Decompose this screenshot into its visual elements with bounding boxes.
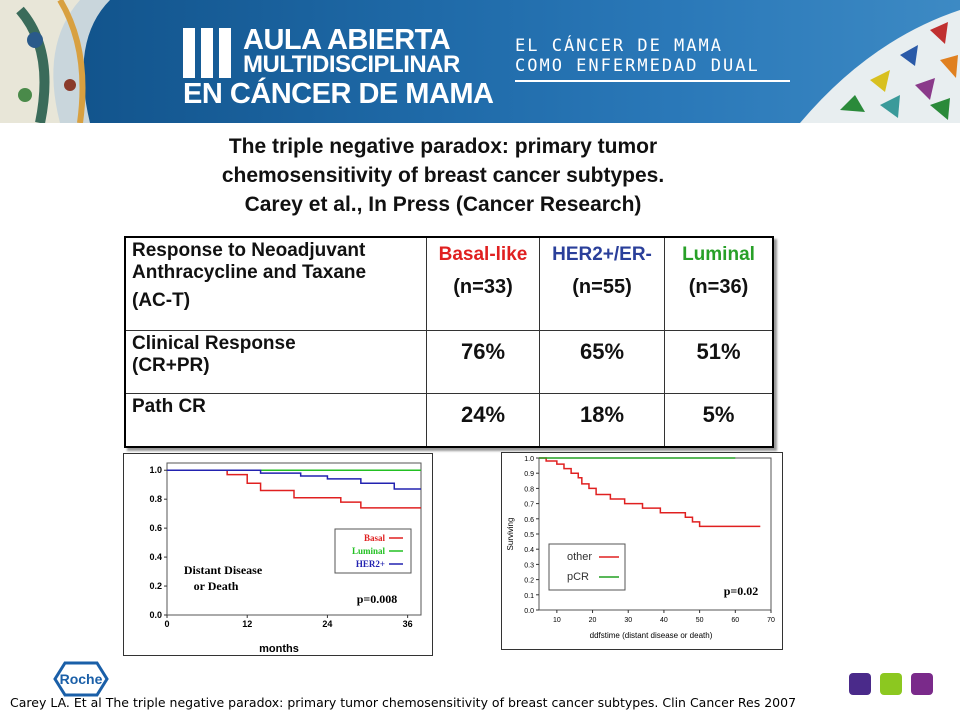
y-tick-label: 0.3 <box>524 562 534 569</box>
series-line-other <box>539 457 761 528</box>
column-basal: Basal-like (n=33) <box>426 236 540 332</box>
series-line-her2- <box>167 469 421 490</box>
logo-text-line1: AULA ABIERTA <box>243 24 451 56</box>
column-name: Luminal <box>682 244 755 265</box>
survival-chart-ddfstime: 0.0 0.1 0.2 0.3 0.4 0.5 0.6 0.7 0.8 0.9 1.0 10 20 30… <box>501 452 783 650</box>
y-tick-label: 0.8 <box>149 494 162 504</box>
x-tick-label: 30 <box>624 617 632 624</box>
column-n: (n=55) <box>572 276 632 298</box>
column-n: (n=36) <box>688 276 749 298</box>
y-tick-label: 0.4 <box>524 547 534 554</box>
y-tick-label: 1.0 <box>524 456 534 463</box>
column-luminal: Luminal (n=36) <box>664 236 774 332</box>
y-tick-label: 0.8 <box>524 486 534 493</box>
header-divider <box>515 80 790 82</box>
slide-title-line2: chemosensitivity of breast cancer subtyp… <box>221 164 665 187</box>
y-axis-label: Surviving <box>506 518 515 551</box>
slide-title-line3: Carey et al., In Press (Cancer Research) <box>244 193 642 216</box>
y-tick-label: 0.1 <box>524 593 534 600</box>
series-line-basal <box>167 469 421 509</box>
header-subtitle-line2: COMO ENFERMEDAD DUAL <box>515 56 760 76</box>
slide-title-line1: The triple negative paradox: primary tum… <box>228 135 658 158</box>
column-her2: HER2+/ER- (n=55) <box>539 236 665 332</box>
y-tick-label: 0.2 <box>149 581 162 591</box>
y-tick-label: 0.6 <box>149 523 162 533</box>
response-table: Response to Neoadjuvant Anthracycline an… <box>124 236 774 448</box>
legend-entry-label: pCR <box>567 571 589 583</box>
x-tick-label: 50 <box>696 617 704 624</box>
p-value-label: p=0.02 <box>724 584 759 598</box>
legend-entry-label: HER2+ <box>356 559 385 569</box>
table-cell: 76% <box>426 330 540 395</box>
header-subtitle-line1: EL CÁNCER DE MAMA <box>515 36 723 56</box>
x-tick-label: 0 <box>164 619 169 629</box>
y-tick-label: 0.7 <box>524 502 534 509</box>
mosaic-decoration-right <box>800 10 960 123</box>
x-axis-label: months <box>259 643 299 655</box>
header-label-line: Response to Neoadjuvant <box>132 240 366 261</box>
legend-entry-label: other <box>567 551 592 563</box>
legend-box <box>548 543 626 591</box>
x-tick-label: 12 <box>242 619 252 629</box>
y-tick-label: 1.0 <box>149 465 162 475</box>
header-label-line: Anthracycline and Taxane <box>132 262 367 283</box>
row-label: Path CR <box>124 393 427 448</box>
table-cell: 65% <box>539 330 665 395</box>
color-square <box>880 673 902 695</box>
color-square <box>849 673 871 695</box>
y-tick-label: 0.0 <box>149 610 162 620</box>
logo-text-line2: MULTIDISCIPLINAR <box>243 51 460 78</box>
column-n: (n=33) <box>453 276 513 298</box>
table-row: Path CR 24% 18% 5% <box>124 393 774 448</box>
row-label-line: (CR+PR) <box>132 355 210 377</box>
logo-text-line3: EN CÁNCER DE MAMA <box>183 78 494 110</box>
p-value-label: p=0.008 <box>357 592 398 606</box>
table-cell: 5% <box>664 393 774 448</box>
y-tick-label: 0.0 <box>524 608 534 615</box>
y-tick-label: 0.6 <box>524 517 534 524</box>
survival-chart-distant-disease: 0.0 0.2 0.4 0.6 0.8 1.0 0 12 24 36 months Distan… <box>123 453 433 656</box>
chart-annotation-line: or Death <box>194 579 239 593</box>
table-row: Clinical Response (CR+PR) 76% 65% 51% <box>124 330 774 395</box>
table-cell: 18% <box>539 393 665 448</box>
mosaic-decoration-left <box>0 0 110 123</box>
citation-text: Carey LA. Et al The triple negative para… <box>10 695 797 710</box>
x-tick-label: 40 <box>660 617 668 624</box>
y-tick-label: 0.2 <box>524 578 534 585</box>
x-tick-label: 10 <box>553 617 561 624</box>
column-name: HER2+/ER- <box>552 244 652 265</box>
table-header-label: Response to Neoadjuvant Anthracycline an… <box>124 236 427 332</box>
header-label-line: (AC-T) <box>132 290 191 311</box>
y-tick-label: 0.5 <box>524 532 534 539</box>
header-banner: AULA ABIERTA MULTIDISCIPLINAR EN CÁNCER … <box>0 0 960 123</box>
table-cell: 24% <box>426 393 540 448</box>
row-label-line: Clinical Response <box>132 333 296 355</box>
color-squares-decoration <box>849 673 933 695</box>
x-tick-label: 20 <box>589 617 597 624</box>
table-cell: 51% <box>664 330 774 395</box>
chart-annotation-line: Distant Disease <box>184 563 263 577</box>
x-tick-label: 70 <box>767 617 775 624</box>
color-square <box>911 673 933 695</box>
row-label: Clinical Response (CR+PR) <box>124 330 427 395</box>
table-header-row: Response to Neoadjuvant Anthracycline an… <box>124 236 774 332</box>
column-name: Basal-like <box>438 244 528 265</box>
x-tick-label: 24 <box>322 619 332 629</box>
legend-entry-label: Luminal <box>352 546 386 556</box>
row-label-line: Path CR <box>132 396 206 418</box>
legend-entry-label: Basal <box>364 533 386 543</box>
x-tick-label: 60 <box>731 617 739 624</box>
logo-roman-numeral <box>183 28 233 106</box>
y-tick-label: 0.4 <box>149 552 162 562</box>
y-tick-label: 0.9 <box>524 471 534 478</box>
roche-logo-text: Roche <box>60 671 103 687</box>
roche-logo: Roche <box>53 661 109 697</box>
x-tick-label: 36 <box>403 619 413 629</box>
x-axis-label: ddfstime (distant disease or death) <box>590 631 713 640</box>
